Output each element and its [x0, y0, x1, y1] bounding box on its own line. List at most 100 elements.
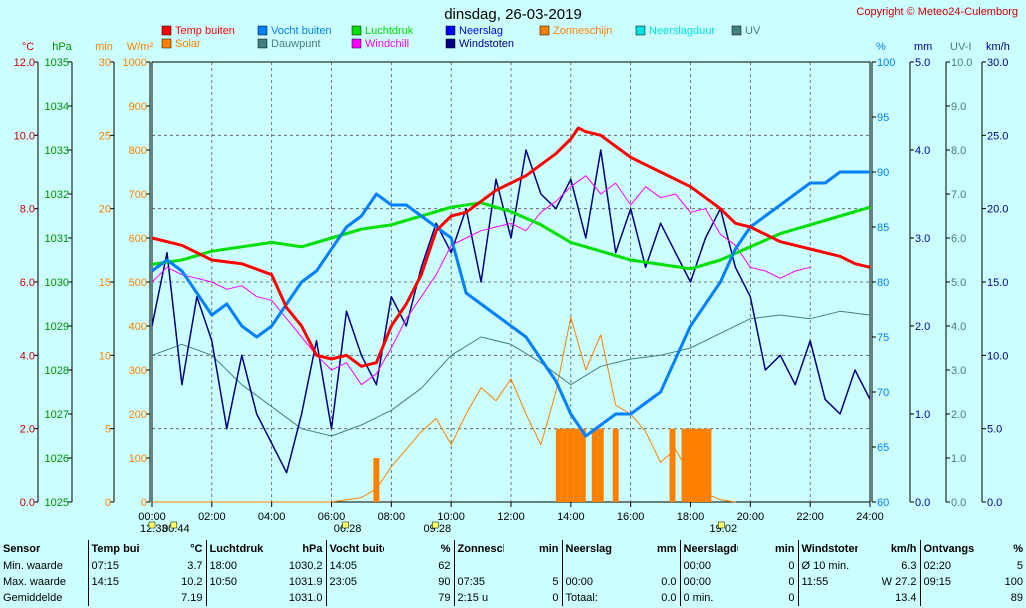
series-windstoten	[151, 149, 871, 474]
stats-header-cell: Luchtdruk	[205, 540, 266, 558]
axis-tick-label: 2.0	[20, 424, 35, 436]
stats-cell-value: 0.0	[661, 576, 677, 588]
axis-tick-label: 75	[877, 332, 889, 344]
axis-unit-right: mm	[914, 41, 932, 53]
x-tick-label: 10:00	[437, 511, 465, 523]
axis-tick-label: 0.0	[987, 497, 1002, 509]
series-windchill	[151, 175, 811, 386]
stats-cell-time: 07:35	[453, 574, 504, 590]
stats-header-unit: mm	[656, 543, 677, 555]
series-luchtdruk	[151, 201, 871, 271]
axis-tick-label: 0.0	[20, 497, 35, 509]
axis-tick-label: 1026	[45, 453, 69, 465]
axis-tick-label: 100	[877, 57, 895, 69]
chart-x-axis: 00:00 02:00 04:00 06:00 08:00 10:00 12:00 14:00…	[138, 502, 884, 535]
time-marker-label: 19:02	[710, 523, 738, 535]
stats-cell-time	[87, 590, 140, 606]
x-tick-label: 14:00	[557, 511, 585, 523]
axis-tick-label: 12.0	[14, 57, 35, 69]
legend-label: Dauwpunt	[271, 38, 321, 50]
axis-unit-right: UV-I	[950, 41, 971, 53]
axis-unit-right: km/h	[986, 41, 1010, 53]
stats-cell-value: 90	[438, 576, 451, 588]
stats-header-cell: Neerslag	[561, 540, 622, 558]
axis-tick-label: 400	[129, 321, 147, 333]
axis-unit-left: °C	[22, 41, 34, 53]
axis-unit-left: hPa	[52, 41, 72, 53]
axis-tick-label: 1030	[45, 277, 69, 289]
copyright-text: Copyright © Meteo24-Culemborg	[856, 6, 1018, 18]
axis-tick-label: 5.0	[915, 57, 930, 69]
axis-tick-label: 1031	[45, 233, 69, 245]
axis-tick-label: 5.0	[951, 277, 966, 289]
axis-tick-label: 7.0	[951, 189, 966, 201]
axis-tick-label: 10.0	[14, 130, 35, 142]
bar-zonneschijn	[699, 428, 706, 502]
axis-tick-label: 4.0	[951, 321, 966, 333]
series-dauwpunt	[151, 310, 871, 437]
bar-zonneschijn	[597, 428, 604, 502]
x-tick-label: 20:00	[737, 511, 765, 523]
chart-axes: °C0.02.04.06.08.010.012.0hPa102510261027…	[14, 41, 1010, 509]
axis-tick-label: 60	[877, 497, 889, 509]
stats-header-unit: %	[1013, 543, 1023, 555]
axis-tick-label: 0.0	[915, 497, 930, 509]
stats-cell-value: 5	[552, 576, 559, 588]
x-tick-label: 22:00	[796, 511, 824, 523]
chart-legend: Temp buiten Vocht buiten Luchtdruk Neerslag…	[161, 25, 761, 50]
stats-cell-value: 3.7	[187, 560, 203, 572]
stats-header-cell: Windstoten	[797, 540, 858, 558]
stats-row: Min. waarde 07:15 3.7 18:00 1030.2 14:05 62 00:…	[0, 558, 1026, 574]
stats-cell-time: 00:00	[679, 558, 738, 574]
stats-cell-time: 14:15	[87, 574, 140, 590]
series-temp-buiten	[151, 126, 871, 368]
stats-cell-time: Totaal:	[561, 590, 622, 606]
stats-cell-time: 0 min.	[679, 590, 738, 606]
axis-tick-label: 1033	[45, 145, 69, 157]
axis-tick-label: 600	[129, 233, 147, 245]
stats-row-label: Min. waarde	[3, 560, 63, 572]
axis-tick-label: 1035	[45, 57, 69, 69]
axis-unit-left: W/m²	[127, 41, 154, 53]
axis-tick-label: 4.0	[20, 350, 35, 362]
axis-tick-label: 1027	[45, 409, 69, 421]
stats-cell-value: 1031.0	[288, 592, 323, 604]
stats-cell-time	[325, 590, 384, 606]
axis-tick-label: 1034	[45, 101, 69, 113]
legend-swatch	[445, 25, 456, 36]
legend-label: Vocht buiten	[271, 25, 332, 37]
stats-cell-value: 1031.9	[288, 576, 323, 588]
stats-cell-time: 18:00	[205, 558, 266, 574]
axis-tick-label: 1032	[45, 189, 69, 201]
axis-unit-right: %	[876, 41, 886, 53]
axis-tick-label: 25.0	[987, 130, 1008, 142]
legend-swatch	[257, 38, 268, 49]
axis-tick-label: 300	[129, 365, 147, 377]
axis-tick-label: 200	[129, 409, 147, 421]
axis-tick-label: 10.0	[987, 350, 1008, 362]
bar-zonneschijn	[612, 428, 619, 502]
axis-tick-label: 90	[877, 167, 889, 179]
stats-cell-time: 14:05	[325, 558, 384, 574]
axis-tick-label: 1000	[123, 57, 147, 69]
axis-tick-label: 4.0	[915, 145, 930, 157]
axis-tick-label: 15.0	[987, 277, 1008, 289]
stats-header-unit: hPa	[302, 543, 323, 555]
axis-tick-label: 30	[99, 57, 111, 69]
legend-label: Luchtdruk	[365, 25, 414, 37]
stats-row: Gemiddelde 7.19 1031.0 79 2:15 u 0 Totaal: 0.0 0…	[0, 590, 1026, 606]
time-marker-label: 09:28	[424, 523, 452, 535]
legend-label: Windstoten	[459, 38, 514, 50]
axis-tick-label: 30.0	[987, 57, 1008, 69]
axis-tick-label: 1025	[45, 497, 69, 509]
axis-tick-label: 3.0	[951, 365, 966, 377]
legend-label: Temp buiten	[175, 25, 235, 37]
time-marker-icon	[718, 521, 725, 529]
x-tick-label: 00:00	[138, 511, 166, 523]
axis-tick-label: 100	[129, 453, 147, 465]
time-marker-icon	[148, 521, 156, 529]
time-marker-icon	[432, 521, 439, 529]
stats-cell-time: 07:15	[87, 558, 140, 574]
axis-tick-label: 6.0	[951, 233, 966, 245]
